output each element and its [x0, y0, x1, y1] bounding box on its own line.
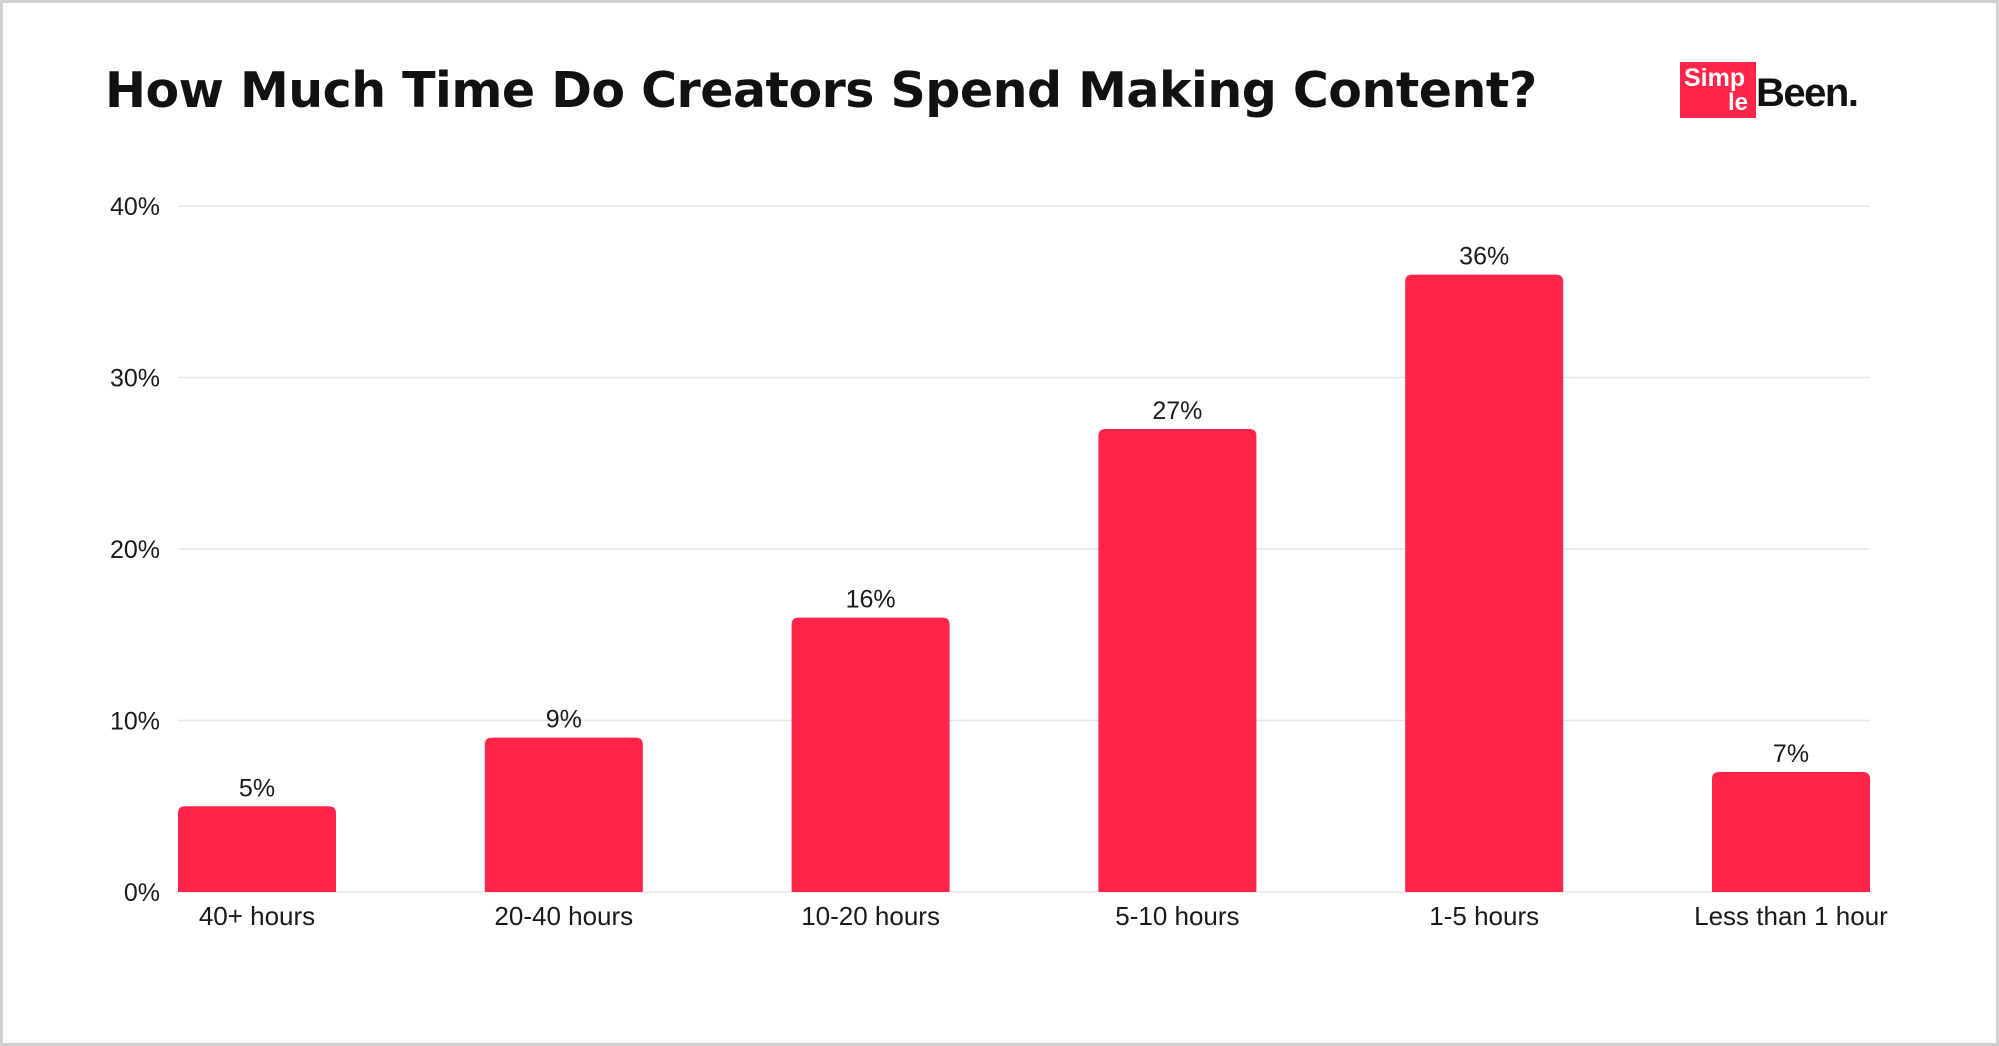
value-labels: 5% 9% 16% 27% 36% 7%	[239, 243, 1809, 803]
x-tick-label: Less than 1 hour	[1694, 901, 1888, 931]
bar	[1098, 428, 1257, 892]
y-tick-label: 20%	[110, 536, 160, 564]
y-tick-label: 40%	[110, 193, 160, 221]
x-tick-label: 1-5 hours	[1429, 901, 1539, 931]
logo-text-been: Been.	[1756, 71, 1859, 115]
data-label: 36%	[1459, 243, 1509, 271]
y-axis: 0% 10% 20% 30% 40%	[110, 193, 160, 907]
logo-text-le: le	[1728, 89, 1749, 116]
grid-layer	[178, 205, 1870, 893]
data-label: 5%	[239, 774, 275, 802]
brand-logo: Simp le Been.	[1680, 62, 1885, 122]
y-tick-label: 10%	[110, 708, 160, 736]
y-tick-label: 30%	[110, 365, 160, 393]
data-label: 16%	[846, 586, 896, 614]
bar	[178, 806, 336, 892]
bar	[484, 737, 643, 892]
x-axis: 40+ hours 20-40 hours 10-20 hours 5-10 hour…	[199, 901, 1888, 931]
logo-text-simp: Simp	[1684, 64, 1746, 92]
data-label: 9%	[546, 706, 582, 734]
x-tick-label: 10-20 hours	[801, 901, 940, 931]
y-tick-label: 0%	[124, 879, 160, 907]
bars	[178, 274, 1870, 893]
x-tick-label: 5-10 hours	[1115, 901, 1239, 931]
chart-title: How Much Time Do Creators Spend Making C…	[105, 62, 1537, 119]
x-tick-label: 20-40 hours	[494, 901, 633, 931]
bar	[1405, 274, 1564, 893]
bar	[791, 617, 950, 892]
x-tick-label: 40+ hours	[199, 901, 315, 931]
bar	[1712, 771, 1870, 892]
data-label: 27%	[1152, 397, 1202, 425]
logo-badge	[1680, 62, 1756, 118]
data-label: 7%	[1773, 740, 1809, 768]
